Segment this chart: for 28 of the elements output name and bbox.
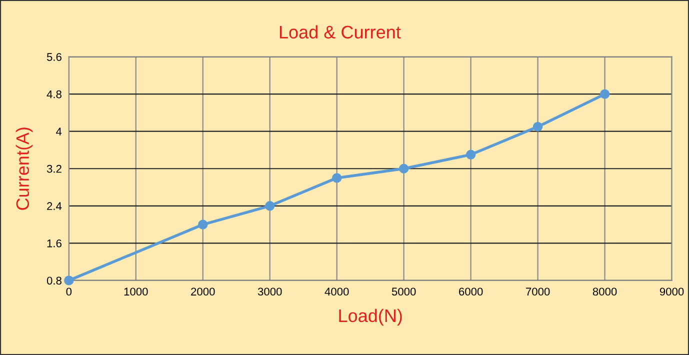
x-tick-label: 0 — [66, 288, 72, 296]
x-tick-label: 5000 — [392, 288, 416, 296]
x-tick-label: 9000 — [660, 288, 684, 296]
point — [398, 164, 409, 174]
point — [466, 150, 476, 160]
x-tick-label: 1000 — [124, 288, 148, 296]
point — [532, 122, 543, 132]
y-tick-label: 2.4 — [47, 202, 62, 210]
x-tick-label: 6000 — [459, 288, 483, 296]
y-tick-label: 4 — [56, 128, 62, 136]
point — [600, 89, 610, 99]
y-tick-label: 0.8 — [46, 276, 62, 285]
point — [198, 220, 208, 230]
y-tick-label: 3.2 — [46, 164, 62, 173]
y-tick-label: 4.8 — [46, 90, 62, 98]
x-axis-title: Load(N) — [339, 308, 402, 326]
y-tick-label: 1.6 — [47, 239, 62, 248]
x-tick-label: 2000 — [191, 288, 215, 296]
point — [332, 173, 342, 183]
x-tick-label: 7000 — [526, 288, 550, 296]
y-tick-label: 5.6 — [46, 53, 62, 61]
x-tick-label: 3000 — [258, 288, 282, 296]
y-axis-title: Current(A) — [16, 128, 33, 210]
x-tick-label: 8000 — [592, 288, 617, 296]
point — [264, 201, 275, 211]
chart-title: Load & Current — [280, 25, 401, 39]
point — [64, 276, 74, 286]
x-tick-label: 4000 — [324, 288, 349, 296]
